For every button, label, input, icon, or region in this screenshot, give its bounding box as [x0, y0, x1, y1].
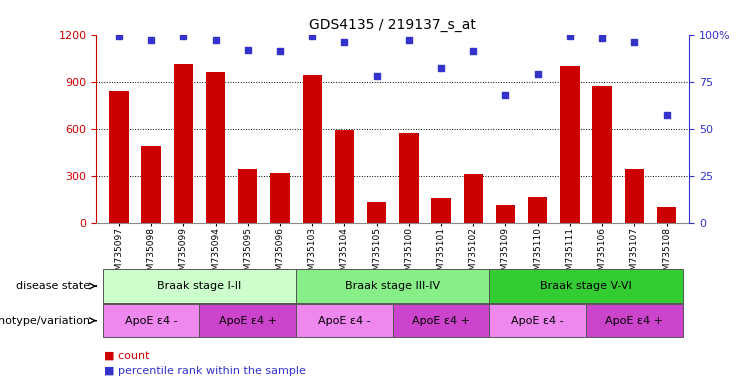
Point	[274, 48, 286, 55]
Text: ApoE ε4 -: ApoE ε4 -	[318, 316, 370, 326]
Point	[628, 39, 640, 45]
Text: ■ count: ■ count	[104, 350, 149, 360]
Bar	[586, 304, 682, 337]
Bar	[199, 304, 296, 337]
Bar	[399, 133, 419, 223]
Point	[435, 65, 447, 71]
Bar	[206, 72, 225, 223]
Text: ApoE ε4 +: ApoE ε4 +	[605, 316, 663, 326]
Point	[370, 73, 382, 79]
Point	[339, 39, 350, 45]
Point	[532, 71, 544, 77]
Bar	[593, 86, 612, 223]
Bar	[560, 66, 579, 223]
Point	[661, 113, 673, 119]
Text: ApoE ε4 +: ApoE ε4 +	[219, 316, 276, 326]
Point	[403, 37, 415, 43]
Text: ApoE ε4 -: ApoE ε4 -	[124, 316, 177, 326]
Bar	[464, 174, 483, 223]
Bar	[109, 91, 128, 223]
Bar	[302, 75, 322, 223]
Bar	[270, 172, 290, 223]
Bar	[296, 270, 489, 303]
Point	[210, 37, 222, 43]
Point	[564, 33, 576, 40]
Bar	[489, 304, 586, 337]
Bar	[625, 169, 644, 223]
Point	[468, 48, 479, 55]
Bar	[496, 205, 515, 223]
Bar	[103, 270, 296, 303]
Text: ApoE ε4 +: ApoE ε4 +	[412, 316, 470, 326]
Bar	[431, 198, 451, 223]
Bar	[103, 304, 199, 337]
Point	[177, 33, 189, 40]
Text: disease state: disease state	[16, 281, 90, 291]
Text: ■ percentile rank within the sample: ■ percentile rank within the sample	[104, 366, 305, 376]
Bar	[528, 197, 548, 223]
Bar	[393, 304, 489, 337]
Point	[306, 33, 318, 40]
Point	[242, 46, 253, 53]
Point	[145, 37, 157, 43]
Bar	[142, 146, 161, 223]
Title: GDS4135 / 219137_s_at: GDS4135 / 219137_s_at	[309, 18, 476, 32]
Bar	[173, 65, 193, 223]
Bar	[335, 130, 354, 223]
Text: Braak stage V-VI: Braak stage V-VI	[540, 281, 632, 291]
Text: ApoE ε4 -: ApoE ε4 -	[511, 316, 564, 326]
Point	[499, 92, 511, 98]
Bar	[367, 202, 386, 223]
Bar	[657, 207, 677, 223]
Bar	[489, 270, 682, 303]
Bar	[296, 304, 393, 337]
Bar	[238, 169, 257, 223]
Point	[113, 33, 124, 40]
Text: Braak stage III-IV: Braak stage III-IV	[345, 281, 440, 291]
Point	[597, 35, 608, 41]
Text: Braak stage I-II: Braak stage I-II	[157, 281, 242, 291]
Text: genotype/variation: genotype/variation	[0, 316, 90, 326]
